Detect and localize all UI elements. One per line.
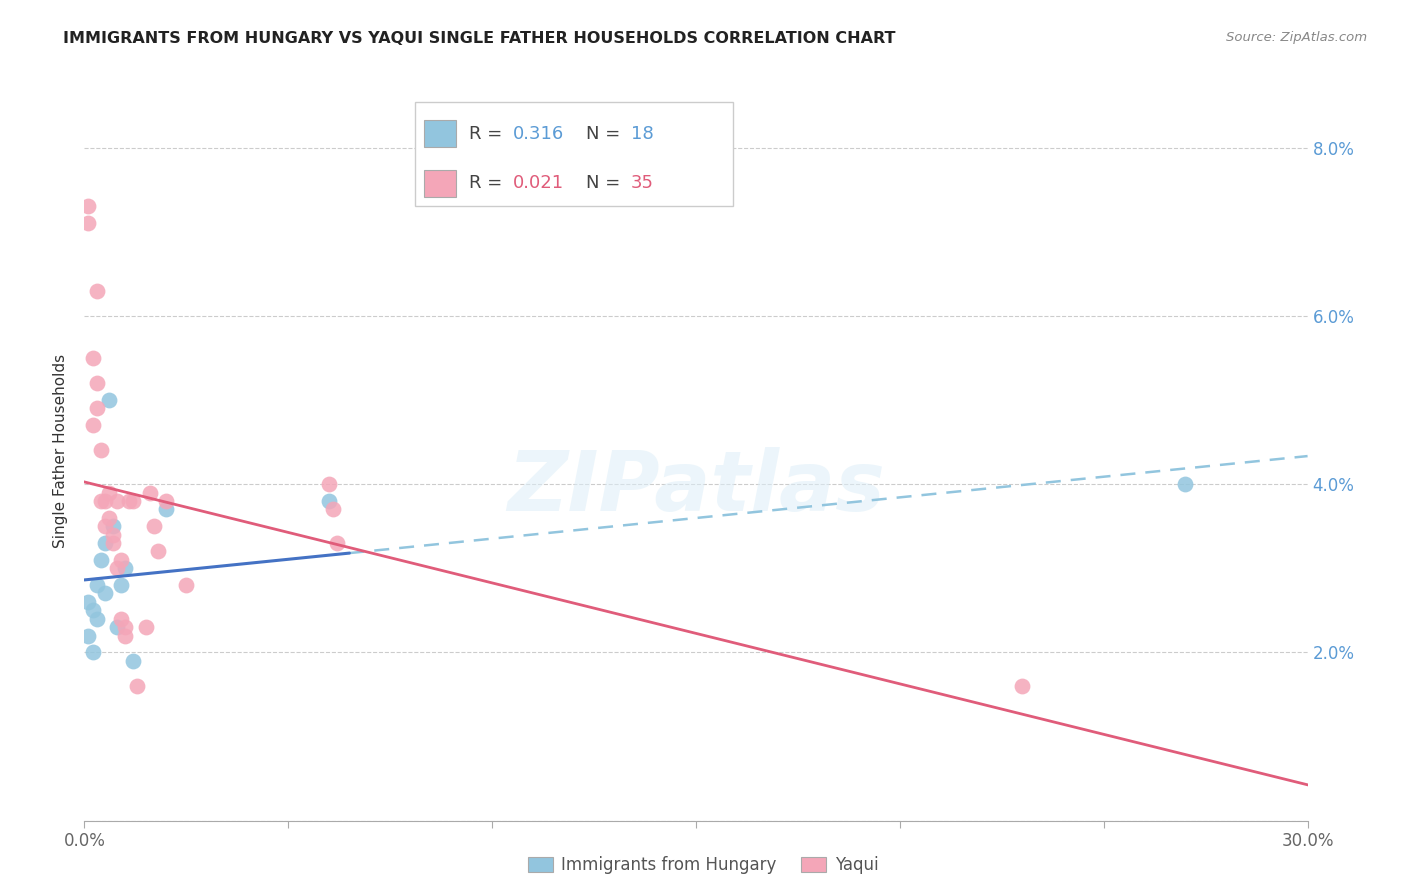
Point (93, 586, 115, 600)
Point (86, 284, 108, 298)
Point (318, 477, 340, 491)
Point (322, 502, 344, 516)
Text: Source: ZipAtlas.com: Source: ZipAtlas.com (1226, 31, 1367, 45)
Point (326, 536, 349, 550)
Point (127, 679, 149, 693)
Point (101, 527, 124, 541)
Legend: Immigrants from Hungary, Yaqui: Immigrants from Hungary, Yaqui (522, 849, 884, 881)
Point (1174, 477, 1197, 491)
Point (110, 578, 132, 592)
Point (174, 578, 197, 592)
Point (77, 216, 100, 230)
Point (90, 494, 112, 508)
Point (155, 494, 177, 508)
Point (90, 443, 112, 458)
Point (97, 510, 120, 524)
Point (86, 401, 108, 416)
Point (97, 485, 120, 500)
Point (114, 628, 136, 642)
Point (86, 376, 108, 391)
Point (86, 578, 108, 592)
Point (77, 595, 100, 609)
Point (82, 351, 104, 365)
Point (110, 612, 132, 626)
Point (110, 553, 132, 567)
Point (105, 620, 128, 634)
Point (86, 612, 108, 626)
Point (122, 494, 145, 508)
Point (97, 392, 120, 407)
Point (93, 519, 115, 533)
Point (77, 199, 100, 213)
Point (138, 485, 160, 500)
Point (101, 519, 124, 533)
Point (93, 536, 115, 550)
Point (135, 620, 157, 634)
Text: IMMIGRANTS FROM HUNGARY VS YAQUI SINGLE FATHER HOUSEHOLDS CORRELATION CHART: IMMIGRANTS FROM HUNGARY VS YAQUI SINGLE … (63, 31, 896, 46)
Point (114, 561, 136, 575)
Point (318, 494, 340, 508)
Point (101, 536, 124, 550)
Y-axis label: Single Father Households: Single Father Households (53, 353, 69, 548)
Point (1011, 679, 1033, 693)
Point (90, 553, 112, 567)
Point (82, 645, 104, 659)
Point (82, 603, 104, 617)
Point (146, 544, 169, 558)
Point (93, 494, 115, 508)
Point (155, 502, 177, 516)
Point (105, 561, 128, 575)
Point (77, 628, 100, 642)
Point (82, 418, 104, 433)
Text: ZIPatlas: ZIPatlas (508, 447, 884, 528)
Point (142, 519, 165, 533)
Point (114, 620, 136, 634)
Point (105, 494, 128, 508)
Point (122, 654, 145, 668)
Point (118, 494, 141, 508)
